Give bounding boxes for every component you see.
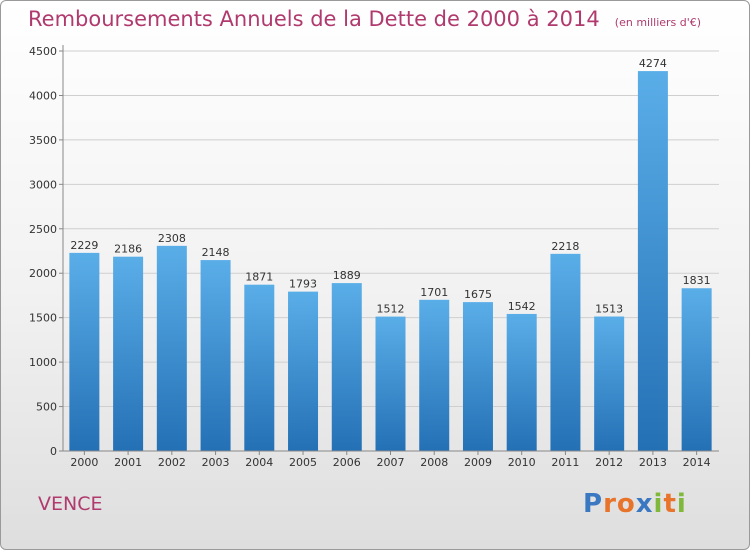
y-tick-label: 500 [36,401,57,414]
logo-letter: x [635,489,654,519]
data-label: 1513 [595,303,623,316]
bar-2005 [288,291,319,451]
x-tick-label: 2012 [595,456,623,469]
x-tick-label: 2007 [377,456,405,469]
data-label: 2186 [114,243,142,256]
y-tick-label: 1000 [29,356,57,369]
y-tick-label: 1500 [29,312,57,325]
bar-2001 [113,256,144,451]
bar-2006 [331,283,362,451]
x-tick-label: 2014 [683,456,711,469]
data-label: 2218 [551,240,579,253]
data-label: 1542 [508,300,536,313]
y-tick-label: 3000 [29,178,57,191]
x-tick-label: 2008 [420,456,448,469]
x-tick-label: 2003 [202,456,230,469]
bar-2004 [244,284,275,451]
data-label: 2308 [158,232,186,245]
logo-letter: t [663,489,677,519]
y-tick-label: 2000 [29,267,57,280]
bar-2003 [200,260,231,451]
data-label: 1793 [289,278,317,291]
data-label: 2148 [202,246,230,259]
x-tick-label: 2004 [245,456,273,469]
data-label: 4274 [639,57,667,70]
chart-title: Remboursements Annuels de la Dette de 20… [28,7,701,31]
data-label: 1512 [377,303,405,316]
bar-2008 [419,299,450,451]
y-tick-label: 4000 [29,89,57,102]
x-tick-label: 2013 [639,456,667,469]
chart-title-text: Remboursements Annuels de la Dette de 20… [28,7,600,31]
logo-letter: i [653,489,664,519]
commune-name: VENCE [38,493,103,515]
data-label: 1701 [420,286,448,299]
x-tick-label: 2005 [289,456,317,469]
proxiti-logo: Proxiti [583,489,687,519]
x-tick-label: 2006 [333,456,361,469]
y-tick-label: 3500 [29,134,57,147]
data-label: 1871 [245,271,273,284]
data-label: 2229 [70,239,98,252]
bars [69,71,712,451]
logo-letter: P [583,489,604,519]
logo-letter: i [676,489,687,519]
logo-letter: r [603,489,617,519]
bar-2014 [681,288,712,451]
x-tick-label: 2010 [508,456,536,469]
bar-2013 [637,71,668,451]
x-tick-label: 2011 [551,456,579,469]
logo-letter: o [616,489,636,519]
x-tick-label: 2002 [158,456,186,469]
data-label: 1889 [333,269,361,282]
data-label: 1675 [464,288,492,301]
bar-2011 [550,253,581,451]
x-tick-label: 2000 [70,456,98,469]
bar-2002 [156,245,187,451]
bar-2012 [594,316,625,451]
y-tick-label: 0 [50,445,57,458]
bar-2010 [506,313,537,451]
chart-unit-note: (en milliers d'€) [614,16,702,29]
y-tick-label: 2500 [29,223,57,236]
y-tick-label: 4500 [29,45,57,58]
data-labels: 2229 2186 2308 2148 1871 1793 1889 1512 1701 1675… [70,57,710,316]
x-tick-label: 2009 [464,456,492,469]
bar-2009 [462,302,493,451]
axes: 0 500 1000 1500 2000 2500 3000 3500 4000 4500 2000… [29,45,719,469]
bar-2000 [69,252,100,451]
x-tick-label: 2001 [114,456,142,469]
bar-2007 [375,316,406,451]
data-label: 1831 [683,274,711,287]
